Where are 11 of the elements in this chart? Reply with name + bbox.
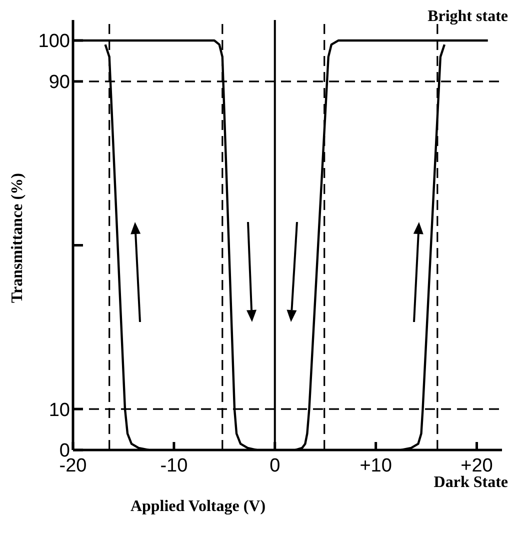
text: Dark State	[434, 474, 508, 492]
y-tick-label: 10	[48, 400, 70, 421]
x-axis-title: Applied Voltage (V)	[129, 498, 267, 516]
y-tick-label: 90	[48, 72, 70, 94]
x-tick-label: 0	[270, 455, 280, 476]
annotation: Bright state	[428, 8, 508, 26]
x-tick-label: +10	[360, 455, 392, 476]
y-tick-label: 100	[38, 31, 70, 52]
y-axis-title: Transmittance (%)	[9, 173, 27, 303]
x-tick-label: -10	[160, 455, 188, 476]
x-tick-label: +20	[460, 455, 493, 476]
